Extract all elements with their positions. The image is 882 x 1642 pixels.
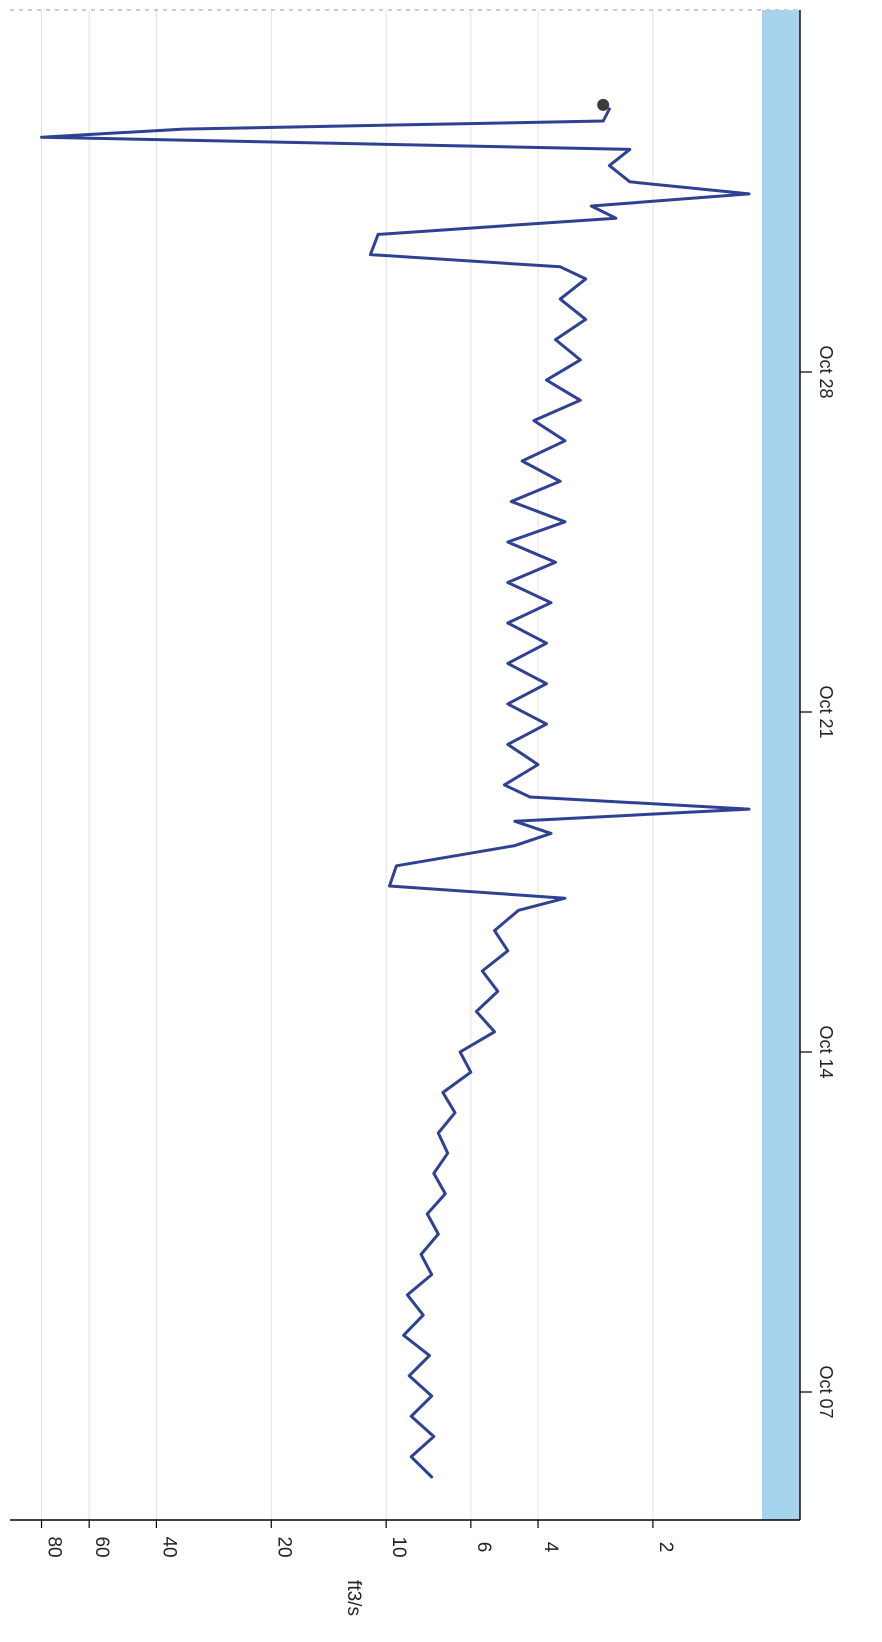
series-point-25 (481, 970, 483, 972)
series-point-18 (454, 1112, 456, 1114)
series-point-46 (550, 602, 552, 604)
series-point-40 (545, 723, 547, 725)
series-point-7 (402, 1334, 404, 1336)
series-point-32 (514, 844, 516, 846)
series-point-27 (493, 929, 495, 931)
series-point-67 (590, 205, 592, 207)
y-tick-label-7: 80 (44, 1536, 65, 1557)
series-point-28 (517, 909, 519, 911)
series-point-48 (554, 561, 556, 563)
series-point-73 (182, 128, 184, 130)
series-point-16 (447, 1152, 449, 1154)
series-point-60 (585, 318, 587, 320)
series-point-55 (533, 419, 535, 421)
series-point-20 (470, 1071, 472, 1073)
series-point-72 (40, 136, 42, 138)
series-point-14 (444, 1193, 446, 1195)
y-tick-label-5: 40 (158, 1536, 179, 1557)
series-point-57 (545, 379, 547, 381)
series-point-65 (377, 233, 379, 235)
series-point-11 (420, 1253, 422, 1255)
series-point-66 (615, 217, 617, 219)
series-point-53 (521, 460, 523, 462)
series-point-0 (431, 1476, 433, 1478)
series-point-68 (748, 193, 750, 195)
series-point-56 (579, 399, 581, 401)
y-tick-label-3: 10 (388, 1536, 409, 1557)
series-point-71 (629, 148, 631, 150)
series-point-58 (579, 359, 581, 361)
series-point-22 (493, 1031, 495, 1033)
series-point-51 (510, 500, 512, 502)
series-point-69 (629, 181, 631, 183)
x-tick-label-3: Oct 28 (816, 345, 836, 398)
series-point-24 (497, 990, 499, 992)
series-point-13 (426, 1213, 428, 1215)
approval-status-band (762, 10, 800, 1520)
series-point-1 (410, 1456, 412, 1458)
series-point-42 (545, 683, 547, 685)
series-point-75 (608, 108, 610, 110)
series-point-5 (408, 1375, 410, 1377)
series-point-44 (545, 642, 547, 644)
y-axis-ticks: 2 4 6 10 20 40 60 80 (40, 1520, 676, 1558)
x-tick-label-0: Oct 07 (816, 1365, 836, 1418)
series-point-26 (507, 950, 509, 952)
series-point-6 (428, 1354, 430, 1356)
x-tick-label-1: Oct 14 (816, 1025, 836, 1078)
series-point-31 (395, 865, 397, 867)
series-point-59 (554, 338, 556, 340)
series-point-52 (559, 480, 561, 482)
latest-value-marker (597, 98, 610, 111)
y-tick-label-1: 4 (540, 1542, 561, 1553)
series-point-19 (442, 1091, 444, 1093)
series-point-23 (475, 1010, 477, 1012)
series-point-50 (564, 521, 566, 523)
series-point-10 (431, 1273, 433, 1275)
series-point-45 (507, 622, 509, 624)
x-tick-label-2: Oct 21 (816, 685, 836, 738)
discharge-series-line (40, 107, 751, 1479)
series-point-43 (507, 662, 509, 664)
series-point-30 (388, 885, 390, 887)
series-point-29 (564, 897, 566, 899)
series-point-37 (503, 784, 505, 786)
series-point-74 (602, 120, 604, 122)
series-point-15 (433, 1172, 435, 1174)
series-point-21 (459, 1051, 461, 1053)
series-point-17 (437, 1132, 439, 1134)
series-point-3 (410, 1415, 412, 1417)
series-point-36 (529, 796, 531, 798)
series-point-4 (431, 1395, 433, 1397)
series-point-8 (422, 1314, 424, 1316)
series-point-61 (559, 298, 561, 300)
y-tick-label-4: 20 (273, 1536, 294, 1557)
x-axis-ticks: Oct 07 Oct 14 Oct 21 Oct 28 (800, 345, 836, 1419)
series-point-47 (507, 581, 509, 583)
series-point-54 (564, 440, 566, 442)
series-point-41 (507, 703, 509, 705)
series-point-64 (369, 253, 371, 255)
series-point-63 (559, 266, 561, 268)
series-point-49 (507, 541, 509, 543)
series-point-2 (433, 1435, 435, 1437)
series-point-39 (507, 743, 509, 745)
series-point-70 (608, 164, 610, 166)
y-tick-label-0: 2 (655, 1542, 676, 1553)
y-axis-label: ft3/s (343, 1580, 364, 1616)
series-point-35 (748, 808, 750, 810)
series-point-62 (585, 278, 587, 280)
y-tick-label-2: 6 (473, 1542, 494, 1553)
y-tick-label-6: 60 (91, 1536, 112, 1557)
series-point-34 (514, 820, 516, 822)
series-point-9 (406, 1294, 408, 1296)
series-point-38 (537, 763, 539, 765)
series-point-33 (550, 832, 552, 834)
series-point-12 (437, 1233, 439, 1235)
